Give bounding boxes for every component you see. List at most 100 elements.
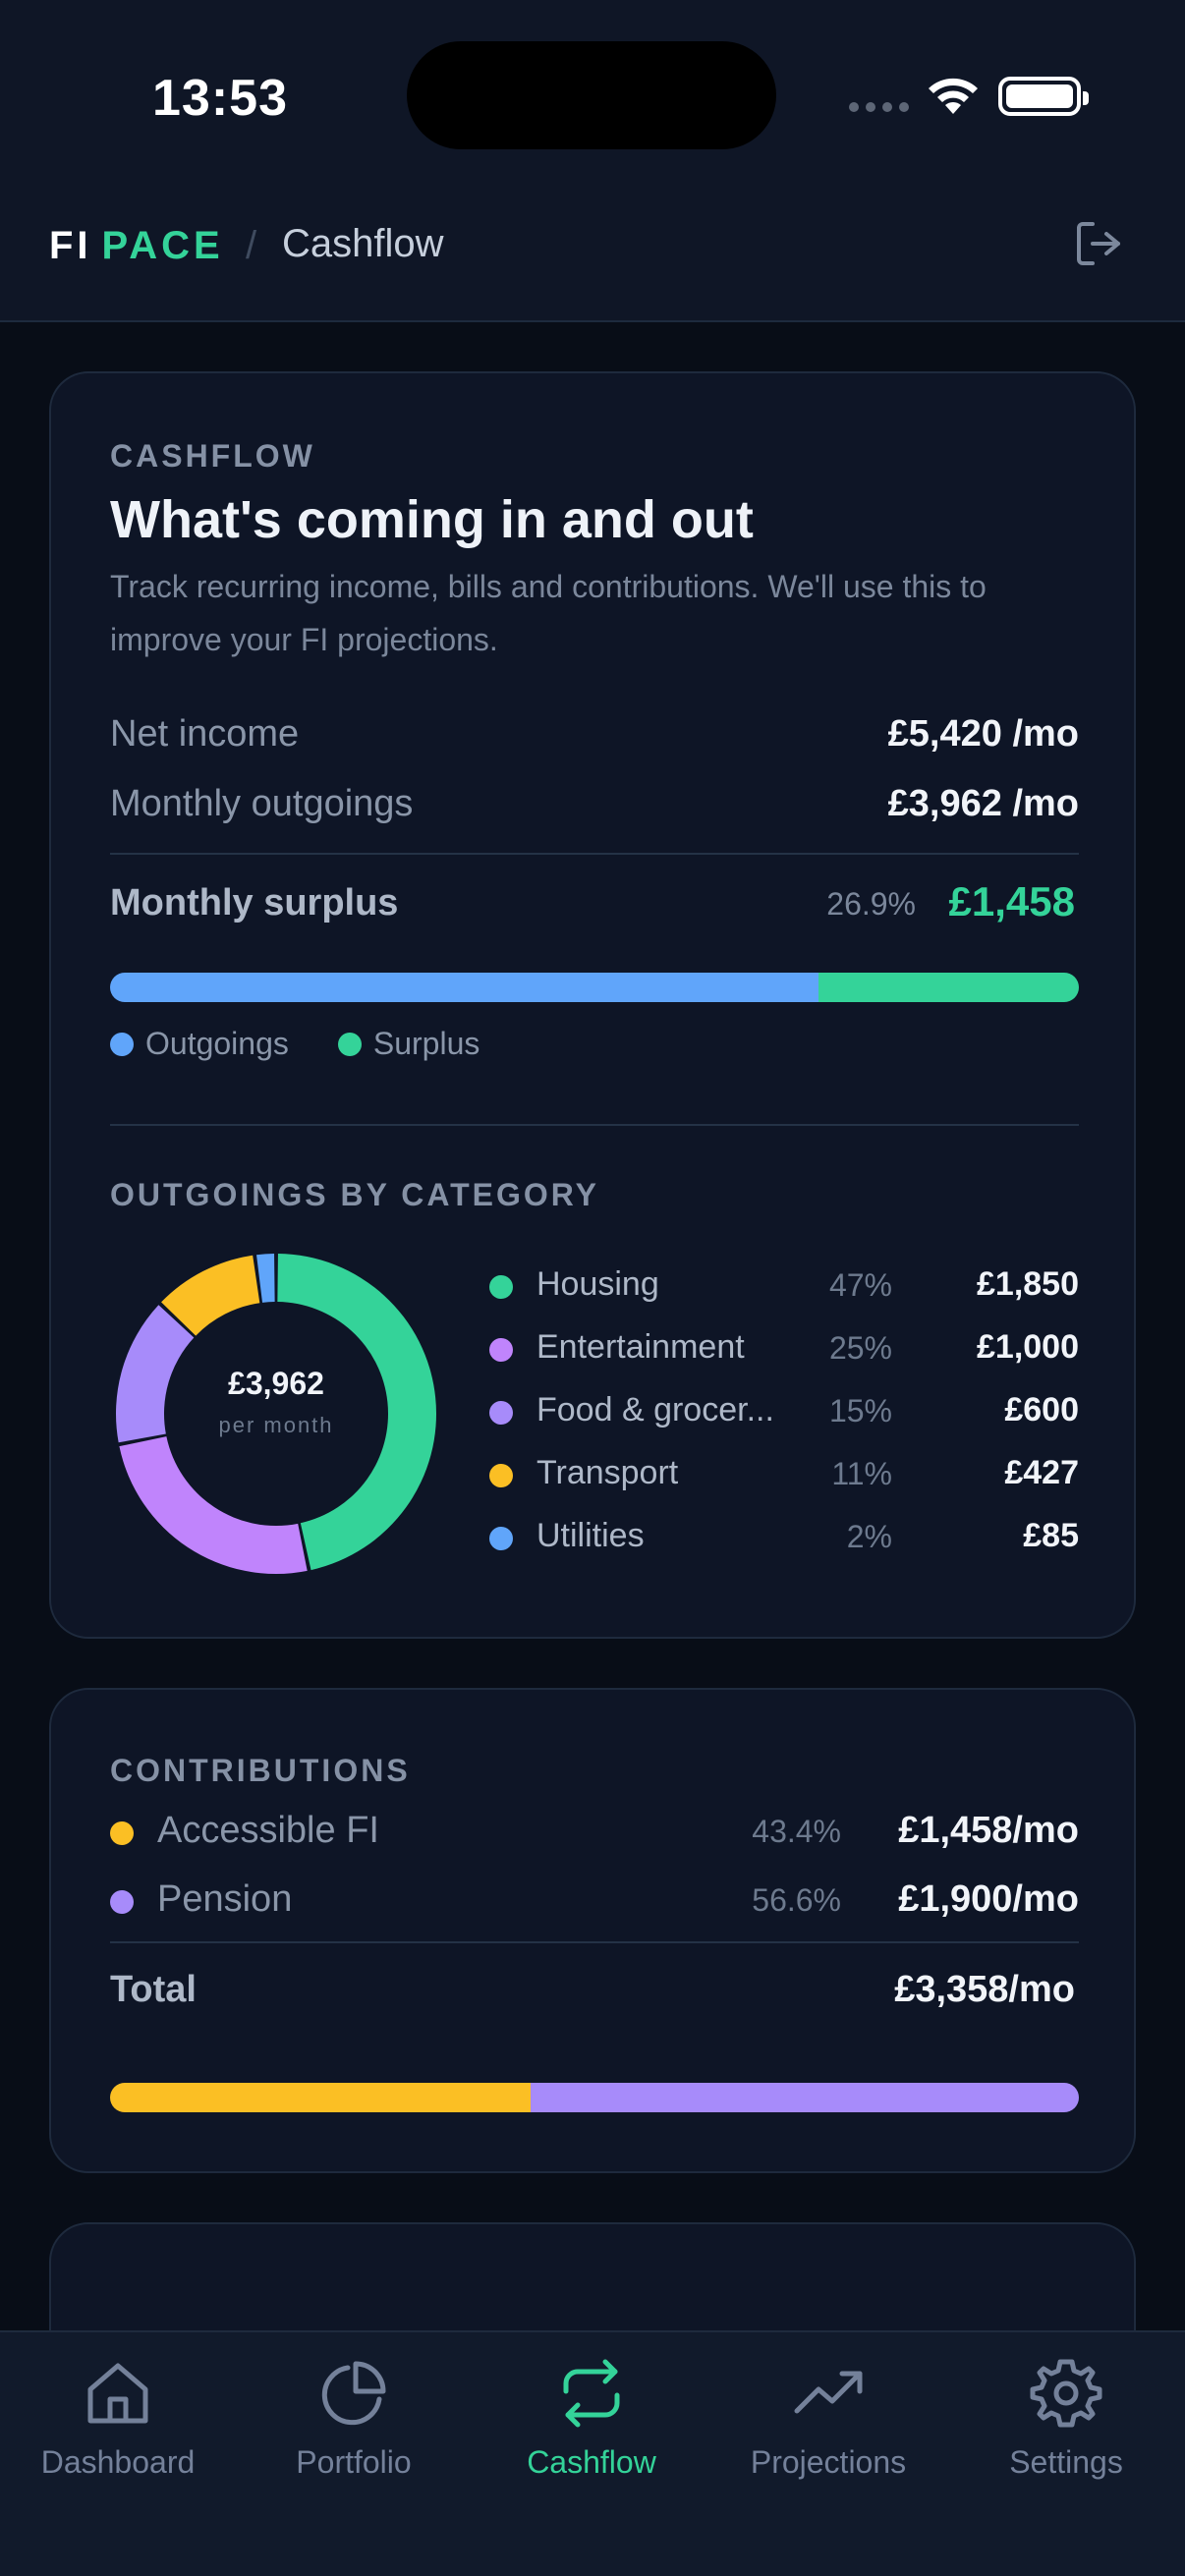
app-header: FI PACE / Cashflow (0, 187, 1185, 322)
cashflow-eyebrow: CASHFLOW (110, 438, 315, 474)
category-name: Utilities (536, 1517, 645, 1554)
category-name: Housing (536, 1265, 659, 1303)
cashflow-split-bar (110, 973, 1079, 1002)
cashflow-card: CASHFLOW What's coming in and out Track … (49, 371, 1136, 1639)
nav-item-settings[interactable]: Settings (958, 2356, 1174, 2481)
gear-icon (1030, 2359, 1102, 2428)
category-row[interactable]: Entertainment 25% £1,000 (489, 1322, 1079, 1385)
net-income-label: Net income (110, 713, 300, 755)
cashflow-legend: Outgoings Surplus (110, 1026, 480, 1062)
nav-label: Portfolio (296, 2444, 412, 2480)
net-income-value: £5,420 /mo (887, 713, 1079, 755)
legend-label: Outgoings (145, 1026, 289, 1061)
surplus-label: Monthly surplus (110, 882, 399, 924)
contributions-card: CONTRIBUTIONS Accessible FI 43.4% £1,458/m… (49, 1688, 1136, 2173)
nav-item-dashboard[interactable]: Dashboard (10, 2356, 226, 2481)
nav-label: Projections (750, 2444, 907, 2480)
nav-item-projections[interactable]: Projections (720, 2356, 936, 2481)
contribution-row-accessible-fi[interactable]: Accessible FI 43.4% £1,458/mo (110, 1806, 1079, 1865)
surplus-percent: 26.9% (826, 886, 916, 922)
contribution-percent: 43.4% (752, 1814, 841, 1849)
nav-label: Cashflow (527, 2444, 656, 2480)
brand-first: FI (49, 224, 92, 267)
outgoings-label: Monthly outgoings (110, 783, 414, 824)
pie-chart-icon (321, 2361, 386, 2426)
donut-slice-food-grocer[interactable] (116, 1305, 195, 1443)
outgoings-value: £3,962 /mo (887, 783, 1079, 824)
legend-dot (110, 1032, 134, 1056)
logout-icon[interactable] (1073, 218, 1124, 269)
page-title: Cashflow (282, 222, 444, 265)
cashflow-title: What's coming in and out (110, 490, 754, 549)
brand-logo[interactable]: FI PACE (49, 224, 224, 268)
donut-slice-transport[interactable] (161, 1255, 260, 1336)
category-row[interactable]: Transport 11% £427 (489, 1448, 1079, 1511)
category-dot (489, 1401, 513, 1425)
contribution-percent: 56.6% (752, 1882, 841, 1918)
donut-subtitle: per month (218, 1413, 334, 1437)
category-name: Entertainment (536, 1328, 745, 1366)
nav-item-cashflow[interactable]: Cashflow (483, 2356, 700, 2481)
contribution-dot (110, 1890, 134, 1914)
category-percent: 47% (828, 1267, 892, 1303)
category-dot (489, 1464, 513, 1487)
donut-slice-entertainment[interactable] (119, 1436, 308, 1574)
contributions-total-value: £3,358/mo (894, 1969, 1075, 2010)
category-percent: 25% (828, 1330, 892, 1366)
category-amount: £600 (1004, 1391, 1079, 1428)
bar-segment-pension (531, 2083, 1079, 2112)
category-amount: £1,000 (977, 1328, 1079, 1366)
category-row[interactable]: Food & grocer... 15% £600 (489, 1385, 1079, 1448)
divider (110, 853, 1079, 855)
category-row[interactable]: Housing 47% £1,850 (489, 1260, 1079, 1322)
category-dot (489, 1527, 513, 1550)
nav-label: Settings (1009, 2444, 1123, 2480)
category-list: Housing 47% £1,850 Entertainment 25% £1,000 Fo… (489, 1260, 1079, 1574)
wifi-icon (929, 78, 978, 114)
category-amount: £1,850 (977, 1265, 1079, 1303)
net-income-row[interactable]: Net income £5,420 /mo (110, 713, 1079, 768)
category-percent: 15% (828, 1393, 892, 1428)
nav-item-portfolio[interactable]: Portfolio (246, 2356, 462, 2481)
category-amount: £85 (1023, 1517, 1079, 1554)
bar-segment-outgoings (110, 973, 818, 1002)
contribution-amount: £1,458/mo (898, 1810, 1079, 1851)
category-amount: £427 (1004, 1454, 1079, 1491)
contributions-eyebrow: CONTRIBUTIONS (110, 1753, 411, 1788)
battery-icon (998, 77, 1089, 116)
trending-up-icon (794, 2371, 863, 2414)
contributions-split-bar (110, 2083, 1079, 2112)
breadcrumb-separator: / (246, 224, 257, 267)
donut-slice-housing[interactable] (277, 1254, 436, 1571)
contribution-amount: £1,900/mo (898, 1878, 1079, 1920)
legend-label: Surplus (372, 1026, 480, 1061)
donut-slice-utilities[interactable] (256, 1254, 275, 1303)
outgoings-eyebrow: OUTGOINGS BY CATEGORY (110, 1177, 599, 1212)
category-percent: 11% (831, 1456, 892, 1491)
bottom-navigation: Dashboard Portfolio Cashflow Projections Set… (0, 2330, 1185, 2576)
outgoings-donut-chart (116, 1254, 436, 1574)
contribution-row-pension[interactable]: Pension 56.6% £1,900/mo (110, 1875, 1079, 1933)
repeat-icon (563, 2359, 620, 2428)
bar-segment-surplus (818, 973, 1079, 1002)
contribution-name: Accessible FI (157, 1810, 379, 1851)
category-dot (489, 1338, 513, 1362)
category-name: Transport (536, 1454, 679, 1491)
contribution-dot (110, 1821, 134, 1845)
divider (110, 1941, 1079, 1943)
cellular-signal-icon (849, 102, 909, 112)
donut-total: £3,962 (228, 1366, 324, 1401)
brand-second: PACE (101, 224, 224, 267)
outgoings-row[interactable]: Monthly outgoings £3,962 /mo (110, 783, 1079, 838)
legend-item-outgoings: Outgoings (110, 1026, 289, 1062)
contributions-total-label: Total (110, 1969, 197, 2010)
bar-segment-accessible-fi (110, 2083, 532, 2112)
divider (110, 1124, 1079, 1126)
status-bar: 13:53 (0, 0, 1185, 187)
dynamic-island (407, 41, 776, 149)
contribution-name: Pension (157, 1878, 293, 1920)
nav-label: Dashboard (40, 2444, 196, 2480)
category-row[interactable]: Utilities 2% £85 (489, 1511, 1079, 1574)
legend-item-surplus: Surplus (337, 1026, 480, 1062)
